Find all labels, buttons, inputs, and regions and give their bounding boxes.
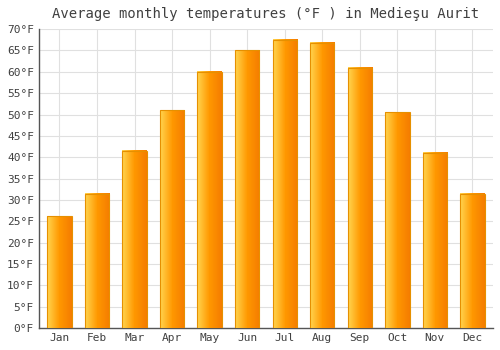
Bar bbox=[198, 72, 222, 328]
Title: Average monthly temperatures (°F ) in Medieşu Aurit: Average monthly temperatures (°F ) in Me… bbox=[52, 7, 480, 21]
Bar bbox=[235, 50, 260, 328]
Bar bbox=[460, 194, 484, 328]
Bar bbox=[422, 153, 447, 328]
Bar bbox=[348, 68, 372, 328]
Bar bbox=[122, 151, 146, 328]
Bar bbox=[385, 112, 409, 328]
Bar bbox=[310, 43, 334, 328]
Bar bbox=[85, 194, 109, 328]
Bar bbox=[160, 110, 184, 328]
Bar bbox=[48, 216, 72, 328]
Bar bbox=[272, 40, 297, 328]
